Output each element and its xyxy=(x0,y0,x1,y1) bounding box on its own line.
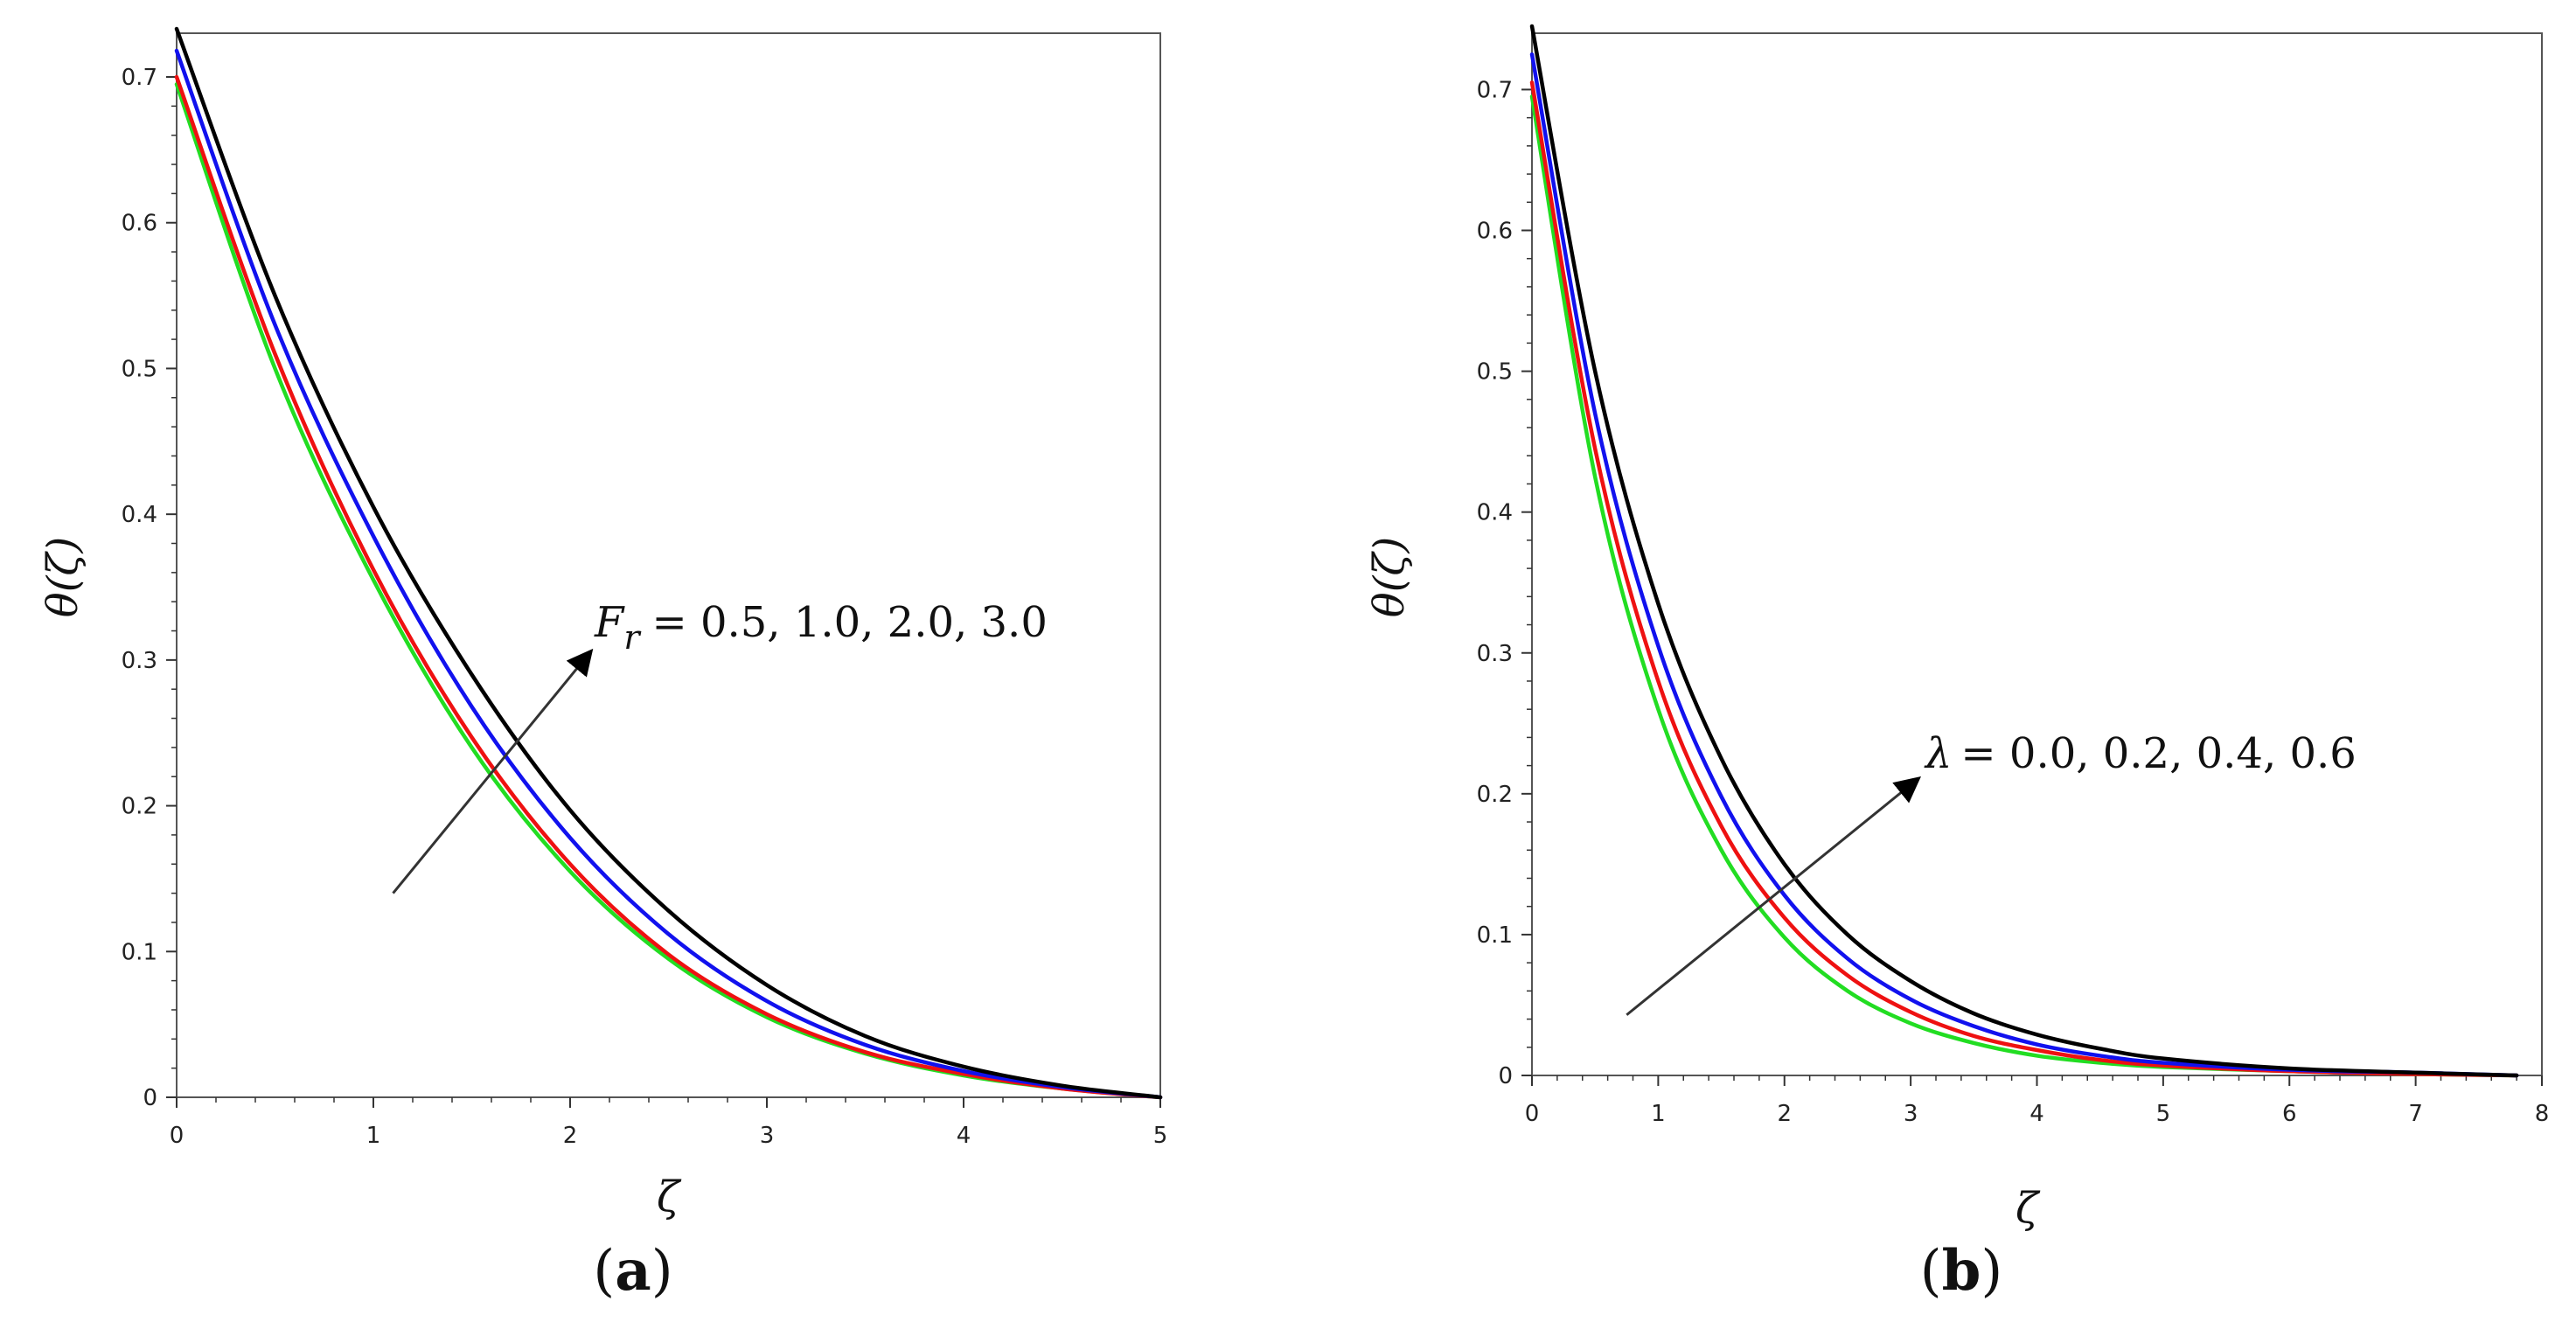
x-axis-label: ζ xyxy=(657,1172,682,1221)
series-line-2 xyxy=(174,74,1163,1100)
series-line-4 xyxy=(1529,24,2519,1078)
series-line-1 xyxy=(174,82,1163,1100)
series-line-2 xyxy=(1529,80,2519,1078)
x-tick-label: 2 xyxy=(563,1123,578,1149)
x-tick-label: 3 xyxy=(760,1123,775,1149)
annotation-text: λ = 0.0, 0.2, 0.4, 0.6 xyxy=(1924,729,2357,778)
y-tick-label: 0.4 xyxy=(122,502,157,528)
y-axis-label: θ(ζ) xyxy=(38,537,87,617)
x-tick-label: 2 xyxy=(1777,1101,1792,1127)
caption-letter: a xyxy=(615,1238,651,1304)
panel-b: 0 1 2 3 4 5 6 7 8 0 0.1 0.2 0.3 0.4 0.5 0.6 0.7 ζ θ(ζ) λ = 0… xyxy=(1365,24,2550,1304)
y-tick-label: 0.4 xyxy=(1477,500,1513,526)
y-tick-label: 0 xyxy=(1498,1063,1513,1089)
y-tick-label: 0.2 xyxy=(122,794,157,820)
caption-open-paren: ( xyxy=(1920,1239,1942,1304)
x-tick-label: 3 xyxy=(1904,1101,1918,1127)
series-line-4 xyxy=(174,26,1163,1100)
x-tick-label: 8 xyxy=(2535,1101,2550,1127)
x-tick-label: 5 xyxy=(2156,1101,2171,1127)
y-tick-label: 0.6 xyxy=(1477,219,1513,245)
y-tick-label: 0.6 xyxy=(122,211,157,237)
x-tick-label: 1 xyxy=(366,1123,381,1149)
y-tick-label: 0.5 xyxy=(122,356,157,382)
caption-close-paren: ) xyxy=(1981,1239,2002,1304)
x-tick-label: 5 xyxy=(1153,1123,1168,1149)
annotation-values: = 0.5, 1.0, 2.0, 3.0 xyxy=(651,598,1047,647)
x-tick-label: 7 xyxy=(2408,1101,2423,1127)
annotation-arrow xyxy=(392,648,594,894)
x-tick-label: 1 xyxy=(1651,1101,1666,1127)
x-tick-label: 4 xyxy=(2029,1101,2044,1127)
annotation-symbol: λ xyxy=(1924,729,1952,778)
caption-letter: b xyxy=(1942,1238,1981,1304)
y-tick-label: 0.7 xyxy=(122,65,157,91)
y-axis-label: θ(ζ) xyxy=(1365,537,1414,617)
annotation-text: Fr = 0.5, 1.0, 2.0, 3.0 xyxy=(594,598,1048,657)
y-tick-label: 0.1 xyxy=(122,939,157,965)
annotation-symbol: F xyxy=(594,598,625,647)
panel-caption: (b) xyxy=(1920,1238,2003,1304)
annotation-subscript: r xyxy=(623,618,642,657)
y-tick-label: 0 xyxy=(143,1085,157,1111)
x-axis-label: ζ xyxy=(2016,1184,2041,1233)
x-tick-label: 6 xyxy=(2282,1101,2297,1127)
y-tick-label: 0.1 xyxy=(1477,922,1513,949)
y-tick-label: 0.3 xyxy=(122,648,157,674)
y-tick-label: 0.2 xyxy=(1477,782,1513,808)
caption-open-paren: ( xyxy=(593,1239,615,1304)
y-tick-label: 0.7 xyxy=(1477,77,1513,103)
series-line-1 xyxy=(1529,94,2519,1078)
plot-frame xyxy=(1531,32,2543,1076)
y-tick-label: 0.3 xyxy=(1477,641,1513,667)
panel-caption: (a) xyxy=(593,1238,672,1304)
annotation-values: = 0.0, 0.2, 0.4, 0.6 xyxy=(1960,729,2356,778)
y-tick-label: 0.5 xyxy=(1477,359,1513,386)
x-tick-label: 4 xyxy=(957,1123,971,1149)
series-line-3 xyxy=(174,48,1163,1100)
caption-close-paren: ) xyxy=(651,1239,673,1304)
x-tick-label: 0 xyxy=(170,1123,184,1149)
series-line-3 xyxy=(1529,52,2519,1078)
plot-frame xyxy=(176,32,1161,1098)
annotation-arrow xyxy=(1626,776,1922,1016)
panel-a: 0 1 2 3 4 5 0 0.1 0.2 0.3 0.4 0.5 0.6 0.7 ζ θ(ζ) Fr = 0.5… xyxy=(38,26,1168,1304)
x-tick-label: 0 xyxy=(1525,1101,1540,1127)
